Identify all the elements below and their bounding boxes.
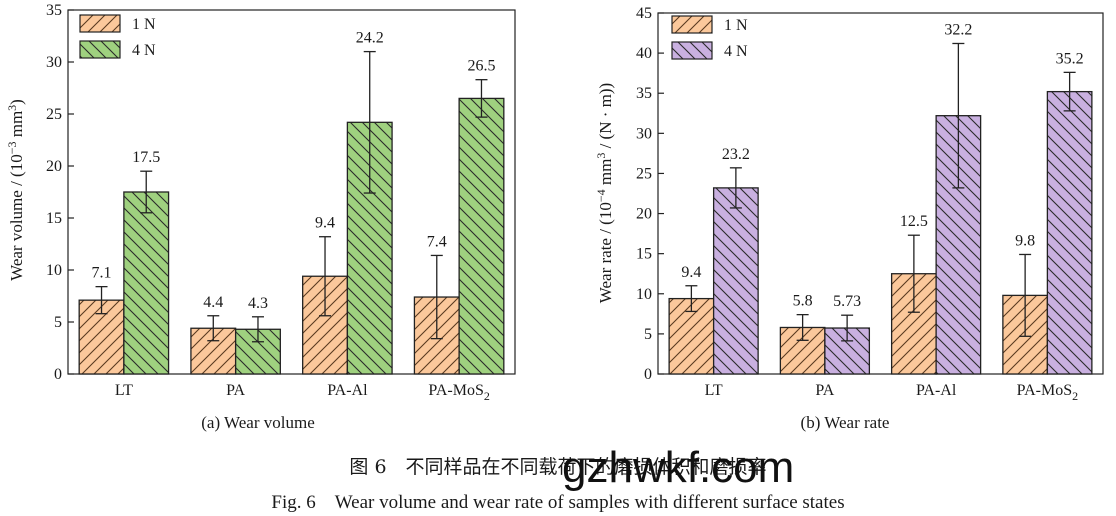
data-label: 17.5 xyxy=(132,149,160,166)
legend-swatch xyxy=(671,41,713,60)
y-tick-label: 15 xyxy=(636,246,652,263)
y-tick-label: 25 xyxy=(636,165,652,182)
y-tick-label: 25 xyxy=(46,106,62,123)
y-axis-label: Wear volume / (10−3 mm3) xyxy=(5,99,26,281)
y-tick-label: 5 xyxy=(54,314,62,331)
y-tick-label: 20 xyxy=(636,206,652,223)
x-tick-label: LT xyxy=(115,382,133,399)
bar xyxy=(458,97,505,375)
legend-label: 1 N xyxy=(132,16,156,33)
figure-caption-english: Fig. 6 Wear volume and wear rate of samp… xyxy=(271,492,845,513)
data-label: 5.73 xyxy=(833,293,861,310)
bar xyxy=(712,187,759,375)
y-tick-label: 10 xyxy=(636,286,652,303)
x-tick-label: LT xyxy=(705,382,723,399)
x-tick-label: PA-MoS2 xyxy=(428,382,489,403)
legend-label: 1 N xyxy=(724,17,748,34)
y-tick-label: 30 xyxy=(46,54,62,71)
x-tick-label: PA-Al xyxy=(916,382,957,399)
x-tick-label: PA xyxy=(815,382,834,399)
plot-frame xyxy=(67,9,516,375)
data-label: 23.2 xyxy=(722,146,750,163)
data-label: 32.2 xyxy=(944,21,972,38)
plot-frame xyxy=(657,12,1104,375)
legend-label: 4 N xyxy=(132,42,156,59)
y-tick-label: 10 xyxy=(46,262,62,279)
y-tick-label: 45 xyxy=(636,5,652,22)
data-label: 9.8 xyxy=(1015,232,1035,249)
y-tick-label: 35 xyxy=(46,2,62,19)
data-label: 26.5 xyxy=(467,58,495,75)
y-tick-label: 15 xyxy=(46,210,62,227)
figure-charts: 0 5 10 15 20 25 30 35 7.1 4.4 9.4 7.4 17.5 4.3 24.2 26.… xyxy=(5,2,1104,432)
panel-caption: (a) Wear volume xyxy=(201,413,315,432)
panel-caption: (b) Wear rate xyxy=(801,413,890,432)
legend-swatch xyxy=(79,40,121,59)
y-tick-label: 30 xyxy=(636,125,652,142)
y-tick-label: 40 xyxy=(636,45,652,62)
x-tick-label: PA-Al xyxy=(327,382,368,399)
data-label: 5.8 xyxy=(793,293,813,310)
y-axis-label: Wear rate / (10−4 mm3 / (N · m)) xyxy=(594,83,615,303)
y-tick-label: 0 xyxy=(644,366,652,383)
data-label: 4.4 xyxy=(203,294,223,311)
y-tick-label: 20 xyxy=(46,158,62,175)
x-tick-label: PA-MoS2 xyxy=(1017,382,1078,403)
chart-panel-wear-rate: 0 5 10 15 20 25 30 35 40 45 9.4 5.8 12.5 9.8 23.2 5.73 3… xyxy=(594,5,1104,432)
data-label: 35.2 xyxy=(1056,50,1084,67)
bar xyxy=(1046,90,1093,375)
figure-caption-chinese: 图 6 不同样品在不同载荷下的磨损体积和磨损率 xyxy=(349,456,767,478)
data-label: 9.4 xyxy=(681,264,701,281)
chart-panel-wear-volume: 0 5 10 15 20 25 30 35 7.1 4.4 9.4 7.4 17.5 4.3 24.2 26.… xyxy=(5,2,516,432)
legend-swatch xyxy=(671,15,713,34)
bar xyxy=(123,191,170,375)
data-label: 7.1 xyxy=(92,265,112,282)
data-label: 12.5 xyxy=(900,213,928,230)
data-label: 4.3 xyxy=(248,295,268,312)
data-label: 24.2 xyxy=(356,30,384,47)
y-tick-label: 5 xyxy=(644,326,652,343)
y-tick-label: 0 xyxy=(54,366,62,383)
watermark-text: gzhwkf.com xyxy=(562,443,795,492)
x-tick-label: PA xyxy=(226,382,245,399)
legend-label: 4 N xyxy=(724,43,748,60)
data-label: 7.4 xyxy=(427,233,447,250)
data-label: 9.4 xyxy=(315,215,335,232)
legend-swatch xyxy=(79,14,121,33)
y-tick-label: 35 xyxy=(636,85,652,102)
